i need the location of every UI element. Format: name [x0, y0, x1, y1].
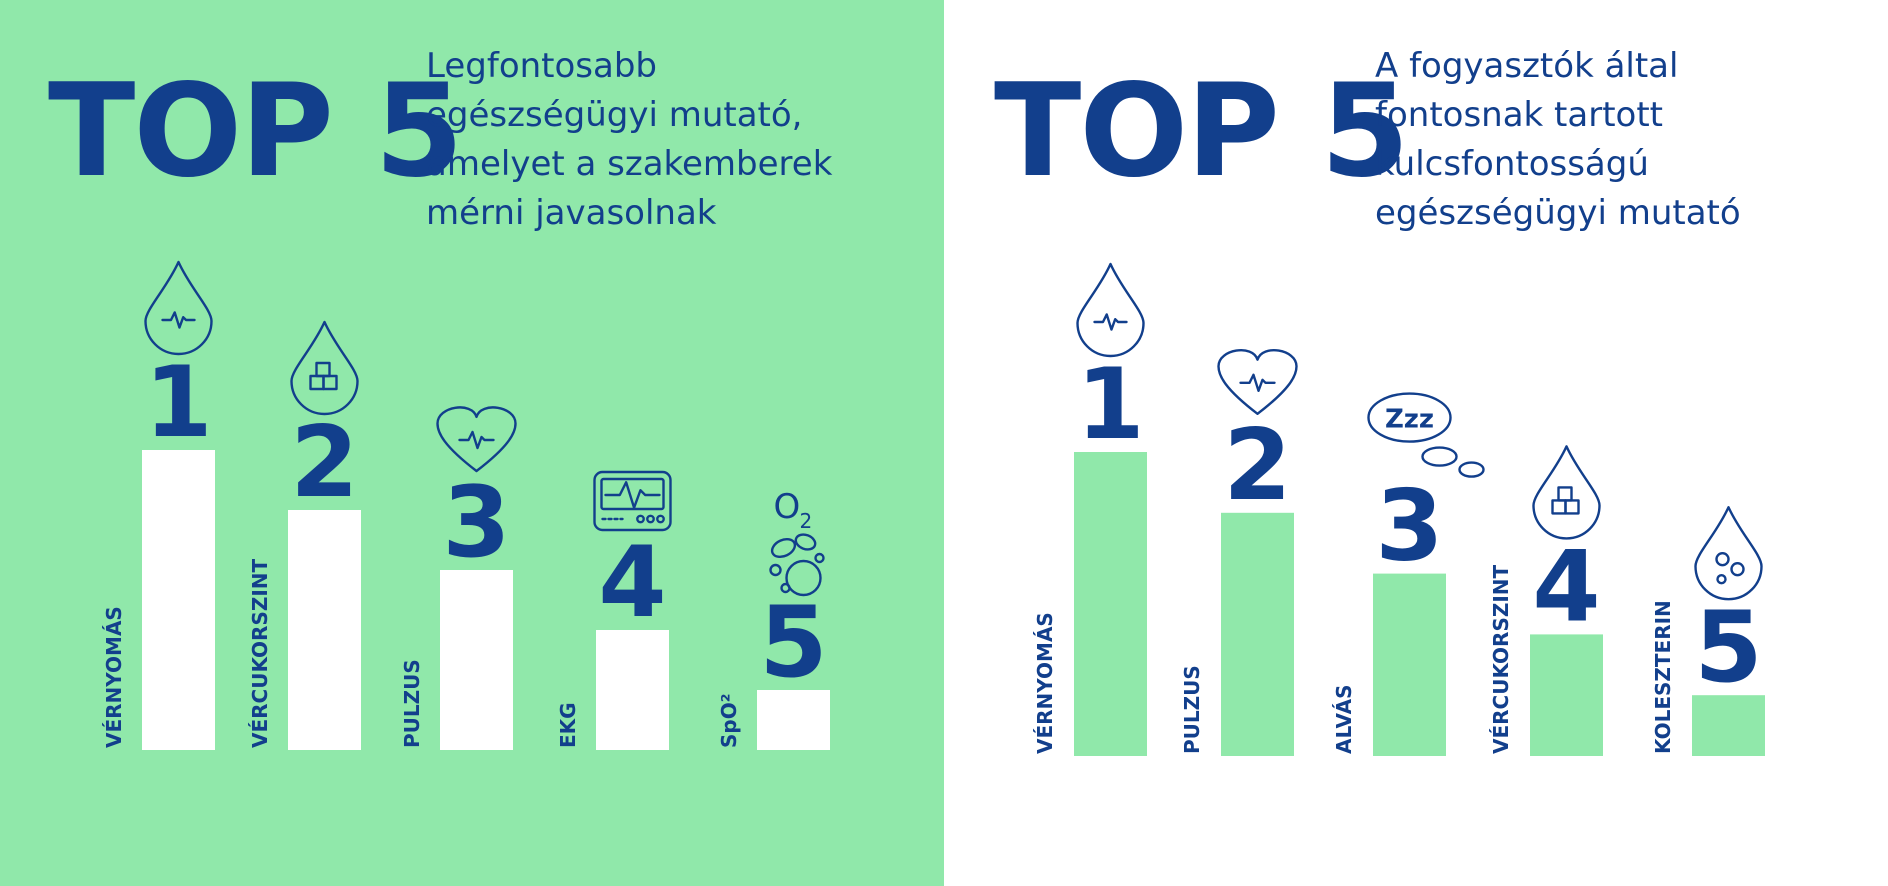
svg-text:2: 2 — [800, 509, 813, 533]
right-subtitle: A fogyasztók által fontosnak tartott kul… — [1375, 46, 1741, 233]
chart1-1-bar — [142, 450, 215, 750]
chart2-1-rank-label: 1 — [1076, 348, 1144, 462]
chart1-3-category-label: PULZUS — [400, 659, 424, 748]
chart2-3-category-label: ALVÁS — [1332, 685, 1356, 754]
drop-sugar-cubes-icon — [1532, 445, 1601, 540]
chart1-5-category-label: SpO² — [717, 694, 741, 748]
chart1-4-bar — [596, 630, 669, 750]
chart1-2-bar — [288, 510, 361, 750]
chart2-3-rank-label: 3 — [1375, 470, 1443, 584]
chart1-1-rank-label: 1 — [144, 346, 212, 460]
chart1-5-bar — [757, 690, 830, 750]
chart2-1-bar — [1074, 452, 1147, 756]
chart2-2-bar — [1221, 512, 1294, 756]
chart2-3-bar — [1373, 573, 1446, 756]
chart1-5-rank-label: 5 — [759, 586, 827, 700]
chart2-4-rank-label: 4 — [1532, 530, 1600, 644]
chart1-2-rank-label: 2 — [290, 406, 358, 520]
chart2-1-category-label: VÉRNYOMÁS — [1033, 612, 1057, 754]
chart1-4-rank-label: 4 — [598, 526, 666, 640]
left-top5-heading: TOP 5 — [48, 57, 464, 206]
drop-pulse-icon — [1076, 262, 1145, 358]
ecg-monitor-icon — [593, 470, 672, 532]
svg-text:O: O — [774, 487, 801, 527]
heart-pulse-icon — [436, 406, 517, 473]
chart2-2-category-label: PULZUS — [1180, 665, 1204, 754]
chart1-1-category-label: VÉRNYOMÁS — [102, 606, 126, 748]
right-top5-heading: TOP 5 — [994, 57, 1410, 206]
chart2-5-category-label: KOLESZTERIN — [1651, 600, 1675, 754]
sleep-zzz-text: Zzz — [1385, 405, 1434, 435]
chart2-5-bar — [1692, 695, 1765, 756]
chart1-4-category-label: EKG — [556, 702, 580, 748]
drop-cholesterol-icon — [1694, 506, 1763, 601]
heart-pulse-icon — [1217, 349, 1298, 415]
chart2-2-rank-label: 2 — [1223, 409, 1291, 523]
sleep-zzz-icon — [1367, 392, 1485, 478]
chart2-4-bar — [1530, 634, 1603, 756]
chart1-3-bar — [440, 570, 513, 750]
chart1-2-category-label: VÉRCUKORSZINT — [248, 558, 272, 748]
chart1-3-rank-label: 3 — [442, 466, 510, 580]
left-subtitle: Legfontosabb egészségügyi mutató, amelye… — [426, 46, 833, 233]
drop-sugar-cubes-icon — [290, 320, 359, 416]
chart2-4-category-label: VÉRCUKORSZINT — [1489, 564, 1513, 754]
chart2-5-rank-label: 5 — [1694, 591, 1762, 705]
drop-pulse-icon — [144, 260, 213, 356]
